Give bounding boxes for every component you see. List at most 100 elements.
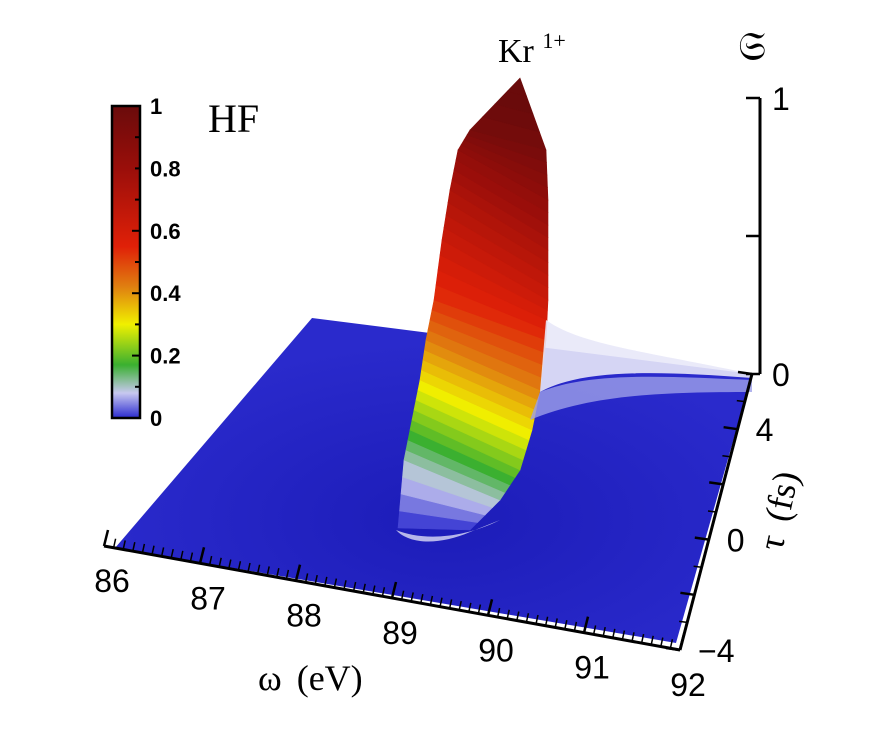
x-minor-tick: [650, 635, 654, 645]
x-minor-tick: [381, 587, 386, 597]
y-axis-label: τ (fs): [751, 468, 807, 554]
surface-base-glow: [396, 520, 500, 542]
x-minor-tick: [410, 592, 414, 602]
x-minor-tick: [256, 564, 261, 574]
y-tick-label: 4: [756, 412, 774, 448]
surface-peak: [396, 77, 752, 542]
x-minor-tick: [218, 557, 222, 567]
y-minor-tick: [722, 455, 731, 458]
x-minor-tick: [237, 561, 242, 571]
x-minor-tick: [276, 568, 280, 578]
x-tick-label: 88: [286, 598, 322, 634]
x-minor-tick: [516, 611, 520, 621]
x-minor-tick: [400, 590, 405, 600]
x-minor-tick: [170, 548, 174, 559]
surface-band: [506, 77, 527, 97]
x-tick-label: 87: [190, 580, 226, 616]
x-minor-tick: [285, 569, 290, 580]
x-minor-tick: [304, 573, 309, 583]
x-tick-label: 92: [670, 667, 706, 703]
z-axis-ticks: 01: [746, 81, 790, 393]
x-minor-tick: [612, 628, 616, 639]
x-minor-tick: [314, 574, 318, 585]
x-major-tick: [198, 547, 206, 564]
x-minor-tick: [564, 620, 568, 630]
x-minor-tick: [122, 540, 126, 550]
x-minor-tick: [372, 585, 376, 595]
colorbar-tick-label: 0.6: [150, 219, 181, 244]
x-major-tick: [678, 633, 686, 651]
x-minor-tick: [621, 630, 626, 640]
colorbar-tick-label: 1: [150, 94, 162, 119]
x-minor-tick: [151, 545, 155, 555]
y-major-tick: [723, 425, 738, 431]
x-minor-tick: [448, 599, 453, 609]
x-major-tick: [582, 616, 590, 633]
surface-shoulder-shade: [530, 376, 752, 420]
x-minor-tick: [160, 547, 165, 557]
x-minor-tick: [352, 581, 357, 592]
x-minor-tick: [324, 576, 328, 587]
x-axis-label-symbol: ω: [258, 658, 282, 698]
y-major-tick: [680, 591, 695, 597]
x-tick-label: 91: [574, 650, 610, 686]
x-minor-tick: [112, 538, 117, 548]
y-minor-tick: [679, 620, 688, 624]
x-minor-tick: [468, 602, 472, 613]
z-tick-label: 0: [772, 357, 790, 393]
x-minor-tick: [141, 543, 146, 554]
x-minor-tick: [544, 616, 549, 626]
x-major-tick: [102, 529, 110, 547]
y-axis-label-unit: (fs): [757, 468, 807, 525]
surface-shoulder: [540, 320, 752, 392]
z-tick-label: 1: [772, 81, 790, 117]
x-minor-tick: [525, 613, 530, 623]
x-major-tick: [294, 564, 302, 581]
x-axis-ticks: 86 87 88 89 90 91 92: [94, 529, 706, 703]
x-minor-tick: [343, 580, 347, 590]
y-tick-label: −4: [698, 633, 734, 669]
y-major-tick: [709, 481, 724, 486]
x-minor-tick: [554, 618, 558, 628]
y-minor-tick: [693, 565, 702, 568]
x-tick-label: 86: [94, 563, 130, 599]
x-axis-label-unit: (eV): [297, 658, 363, 698]
chart-title-superscript: 1+: [542, 28, 565, 53]
colorbar-tick-label: 0: [150, 406, 162, 431]
chart-title: Kr 1+: [498, 28, 566, 70]
y-major-tick: [694, 536, 709, 541]
x-minor-tick: [592, 625, 597, 635]
x-tick-label: 90: [478, 632, 514, 668]
x-tick-label: 89: [382, 615, 418, 651]
x-major-tick: [390, 581, 398, 599]
x-minor-tick: [660, 637, 664, 647]
x-minor-tick: [228, 559, 232, 569]
x-minor-tick: [439, 597, 443, 607]
chart-title-main: Kr: [498, 33, 535, 70]
z-axis-label: 𝔖: [738, 24, 766, 69]
x-minor-tick: [266, 566, 270, 576]
colorbar-tick-label: 0.4: [150, 281, 181, 306]
x-minor-tick: [180, 550, 184, 561]
colorbar-tick-label: 0.2: [150, 344, 181, 369]
x-minor-tick: [208, 555, 213, 566]
x-minor-tick: [535, 614, 539, 625]
x-minor-tick: [496, 607, 501, 618]
y-tick-label: 0: [727, 523, 745, 559]
x-minor-tick: [333, 578, 338, 588]
x-minor-tick: [506, 609, 510, 619]
x-minor-tick: [189, 552, 194, 562]
y-minor-tick: [736, 399, 745, 403]
colorbar-ticks: 0 0.2 0.4 0.6 0.8 1: [132, 94, 181, 431]
x-minor-tick: [362, 583, 366, 593]
x-minor-tick: [573, 621, 578, 632]
y-axis-label-symbol: τ: [751, 531, 793, 553]
x-minor-tick: [640, 633, 645, 644]
x-minor-tick: [132, 542, 136, 552]
y-major-tick: [665, 646, 681, 652]
y-axis-ticks: −4 0 4: [665, 370, 774, 669]
x-minor-tick: [669, 639, 674, 649]
x-minor-tick: [477, 604, 482, 614]
x-minor-tick: [631, 632, 635, 642]
